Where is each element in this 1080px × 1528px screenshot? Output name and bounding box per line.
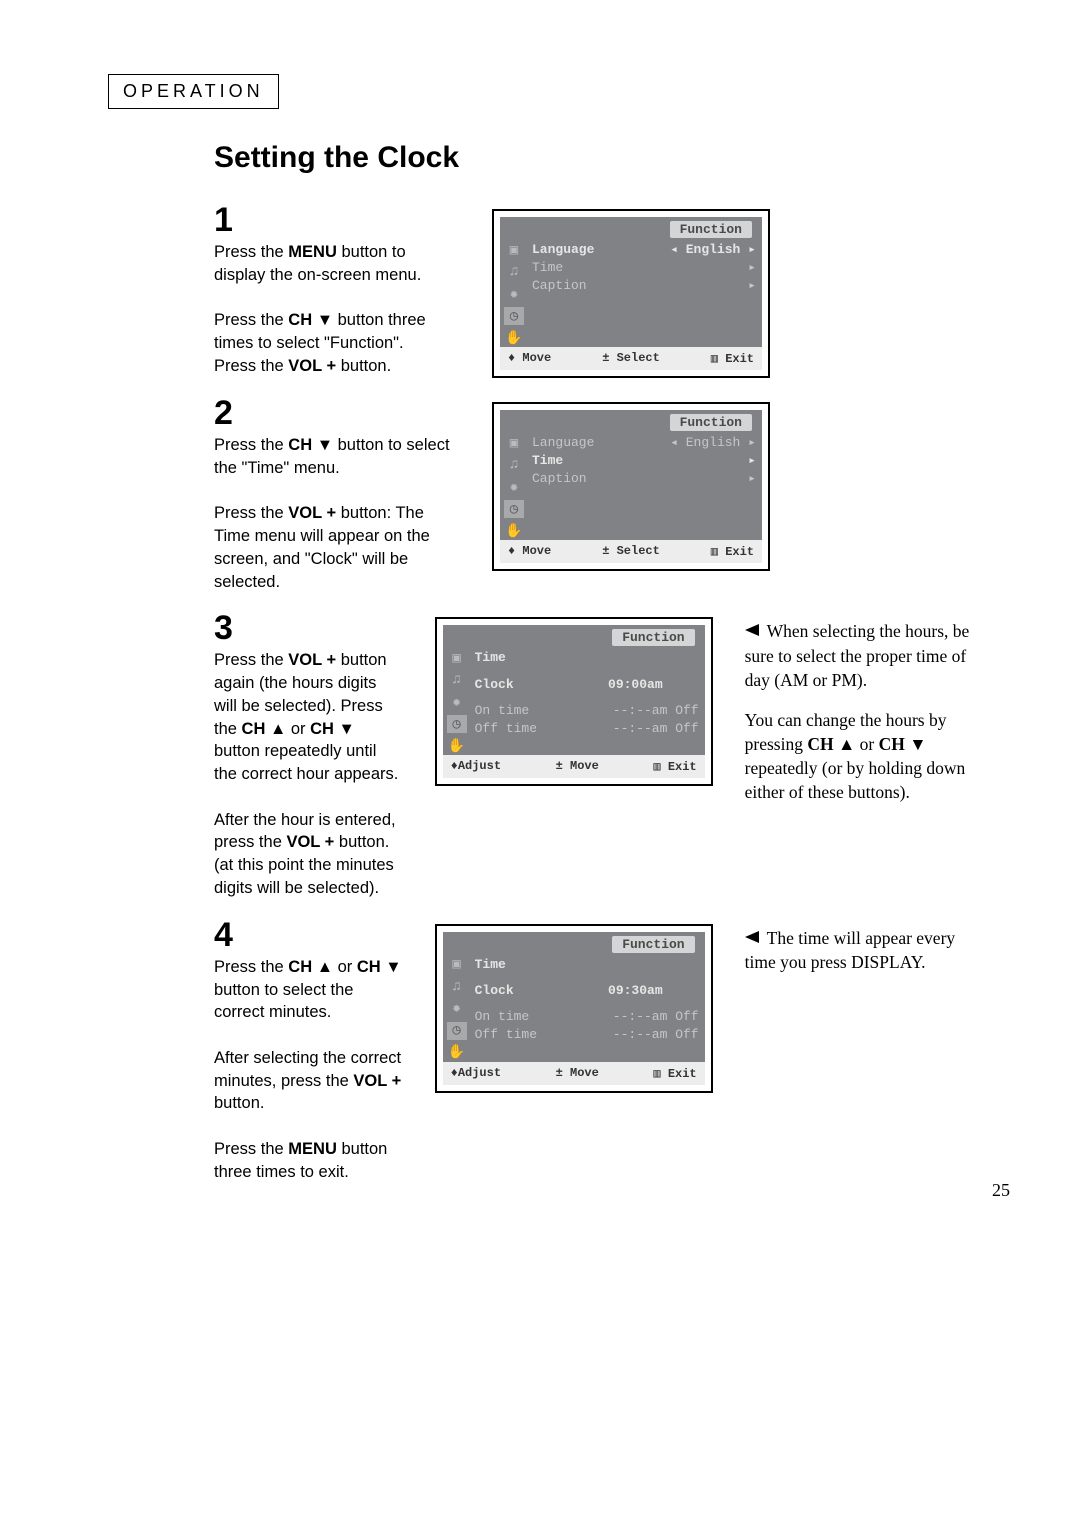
osd-footer-exit: ▥ Exit (711, 544, 754, 559)
step-2-text: Press the CH ▼ button to select the "Tim… (214, 434, 460, 593)
osd-row-value: ▸ (748, 259, 756, 277)
clock-icon: ◷ (504, 500, 524, 518)
osd-panel-3: Function ▣ ♫ ✹ ◷ ✋ Time Clock 09:00am (435, 617, 713, 786)
step-3-text: Press the VOL + button again (the hours … (214, 649, 403, 899)
clock-icon: ◷ (504, 307, 524, 325)
note-icon: ♫ (504, 456, 524, 474)
step-1-text: Press the MENU button to display the on-… (214, 241, 460, 378)
gear-icon: ✹ (504, 478, 524, 496)
osd-row-value: --:--am Off (613, 702, 699, 720)
osd-footer-move: ± Move (556, 759, 599, 774)
osd-footer-exit: ▥ Exit (653, 1066, 696, 1081)
step-4-text: Press the CH ▲ or CH ▼ button to select … (214, 956, 403, 1184)
osd-footer-select: ± Select (602, 544, 660, 559)
osd-icon-strip: ▣ ♫ ✹ ◷ ✋ (443, 954, 471, 1062)
step-3: 3 Press the VOL + button again (the hour… (214, 611, 990, 899)
osd-row-value: --:--am Off (613, 1026, 699, 1044)
gear-icon: ✹ (504, 285, 524, 303)
osd-title: Function (612, 936, 694, 953)
gear-icon: ✹ (447, 1000, 467, 1018)
step-2: 2 Press the CH ▼ button to select the "T… (214, 396, 990, 593)
osd-panel-4: Function ▣ ♫ ✹ ◷ ✋ Time Clock 09:30am (435, 924, 713, 1093)
osd-row-value: ◂ English ▸ (670, 241, 756, 259)
osd-row-label: Time (475, 956, 506, 974)
tv-icon: ▣ (504, 241, 524, 259)
step-4-note: The time will appear every time you pres… (745, 918, 990, 1184)
osd-row-label: Time (532, 259, 563, 277)
osd-icon-strip: ▣ ♫ ✹ ◷ ✋ (500, 239, 528, 347)
section-header-box: OPERATION (108, 74, 279, 109)
note-icon: ♫ (447, 978, 467, 996)
tv-icon: ▣ (447, 956, 467, 974)
osd-row-label: Caption (532, 470, 587, 488)
step-2-number: 2 (214, 396, 460, 430)
osd-row-label: Clock (475, 676, 514, 694)
osd-icon-strip: ▣ ♫ ✹ ◷ ✋ (500, 432, 528, 540)
osd-row-label: Off time (475, 1026, 537, 1044)
clock-icon: ◷ (447, 715, 467, 733)
osd-footer-exit: ▥ Exit (653, 759, 696, 774)
osd-panel-2: Function ▣ ♫ ✹ ◷ ✋ Language ◂ English ▸ T… (492, 402, 770, 571)
osd-row-value: 09:30am (608, 982, 699, 1000)
osd-footer-move: ♦ Move (508, 351, 551, 366)
osd-row-label: Time (475, 649, 506, 667)
hand-icon: ✋ (504, 329, 524, 347)
step-4-number: 4 (214, 918, 403, 952)
note-icon: ♫ (447, 671, 467, 689)
clock-icon: ◷ (447, 1022, 467, 1040)
osd-title: Function (670, 221, 752, 238)
osd-row-value: ▸ (748, 277, 756, 295)
osd-row-label: Clock (475, 982, 514, 1000)
osd-footer-move: ± Move (556, 1066, 599, 1081)
gear-icon: ✹ (447, 693, 467, 711)
pointer-left-icon (745, 624, 759, 636)
osd-row-label: Language (532, 241, 594, 259)
osd-row-value: 09:00am (608, 676, 699, 694)
osd-title: Function (612, 629, 694, 646)
osd-footer-exit: ▥ Exit (711, 351, 754, 366)
hand-icon: ✋ (504, 522, 524, 540)
page-number: 25 (992, 1180, 1010, 1201)
tv-icon: ▣ (504, 434, 524, 452)
step-1-number: 1 (214, 203, 460, 237)
section-label: OPERATION (123, 81, 264, 101)
note-icon: ♫ (504, 263, 524, 281)
osd-row-label: Language (532, 434, 594, 452)
step-3-number: 3 (214, 611, 403, 645)
osd-row-value: ▸ (748, 452, 756, 470)
step-1: 1 Press the MENU button to display the o… (214, 203, 990, 378)
step-4: 4 Press the CH ▲ or CH ▼ button to selec… (214, 918, 990, 1184)
osd-row-label: Time (532, 452, 563, 470)
osd-row-label: On time (475, 1008, 530, 1026)
osd-footer-move: ♦ Move (508, 544, 551, 559)
tv-icon: ▣ (447, 649, 467, 667)
step-3-note: When selecting the hours, be sure to sel… (745, 611, 990, 899)
pointer-left-icon (745, 931, 759, 943)
hand-icon: ✋ (447, 737, 467, 755)
osd-row-label: On time (475, 702, 530, 720)
osd-row-label: Caption (532, 277, 587, 295)
osd-row-value: --:--am Off (613, 720, 699, 738)
osd-panel-1: Function ▣ ♫ ✹ ◷ ✋ Language ◂ English ▸ T… (492, 209, 770, 378)
page-title: Setting the Clock (214, 141, 459, 174)
osd-footer-select: ± Select (602, 351, 660, 366)
osd-row-value: ◂ English ▸ (670, 434, 756, 452)
osd-row-label: Off time (475, 720, 537, 738)
osd-footer-adjust: ♦Adjust (451, 1066, 501, 1081)
osd-title: Function (670, 414, 752, 431)
osd-row-value: ▸ (748, 470, 756, 488)
osd-row-value: --:--am Off (613, 1008, 699, 1026)
osd-footer-adjust: ♦Adjust (451, 759, 501, 774)
osd-icon-strip: ▣ ♫ ✹ ◷ ✋ (443, 647, 471, 755)
hand-icon: ✋ (447, 1044, 467, 1062)
